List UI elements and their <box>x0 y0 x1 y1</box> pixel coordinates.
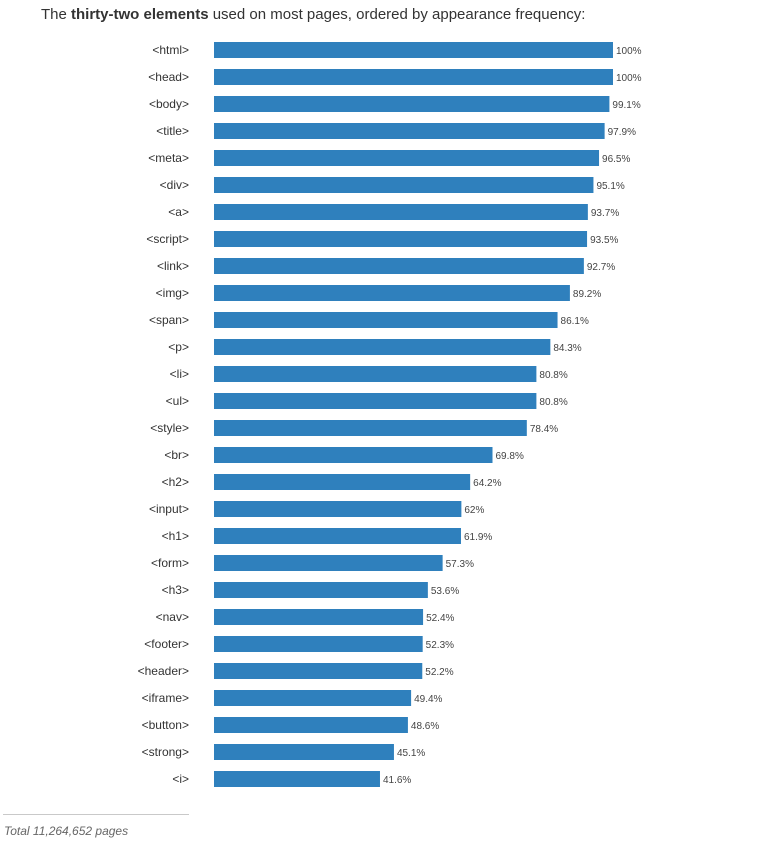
category-label-11: <span> <box>149 313 189 327</box>
category-label-01: <html> <box>152 43 189 57</box>
bar-09 <box>214 258 584 274</box>
heading-emphasis: thirty-two elements <box>71 6 209 23</box>
bar-19 <box>214 528 461 544</box>
bar-16 <box>214 447 493 463</box>
value-label-08: 93.5% <box>590 235 618 246</box>
category-label-20: <form> <box>151 556 189 570</box>
value-label-28: 41.6% <box>383 775 411 786</box>
value-label-24: 52.2% <box>425 667 453 678</box>
bar-11 <box>214 312 558 328</box>
category-label-28: <i> <box>172 772 189 786</box>
category-label-06: <div> <box>160 178 189 192</box>
bar-28 <box>214 771 380 787</box>
total-pages-note: Total 11,264,652 pages <box>4 824 129 838</box>
category-label-03: <body> <box>149 97 189 111</box>
value-label-04: 97.9% <box>608 127 636 138</box>
category-label-05: <meta> <box>148 151 189 165</box>
category-label-27: <strong> <box>142 745 189 759</box>
value-label-05: 96.5% <box>602 154 630 165</box>
bar-17 <box>214 474 471 490</box>
bar-07 <box>214 204 588 220</box>
value-label-22: 52.4% <box>426 613 454 624</box>
bar-27 <box>214 744 394 760</box>
heading-suffix: used on most pages, ordered by appearanc… <box>208 6 586 23</box>
bar-24 <box>214 663 423 679</box>
value-label-12: 84.3% <box>553 343 581 354</box>
bar-02 <box>214 69 613 85</box>
value-label-25: 49.4% <box>414 694 442 705</box>
value-label-15: 78.4% <box>530 424 558 435</box>
bar-20 <box>214 555 443 571</box>
chart-heading: The thirty-two elements used on most pag… <box>41 6 585 23</box>
category-label-26: <button> <box>142 718 189 732</box>
footer-divider <box>3 814 189 815</box>
value-label-10: 89.2% <box>573 289 601 300</box>
bar-12 <box>214 339 551 355</box>
value-label-23: 52.3% <box>426 640 454 651</box>
value-label-11: 86.1% <box>561 316 589 327</box>
value-label-26: 48.6% <box>411 721 439 732</box>
category-label-18: <input> <box>149 502 189 516</box>
value-label-21: 53.6% <box>431 586 459 597</box>
category-label-17: <h2> <box>162 475 189 489</box>
category-label-21: <h3> <box>162 583 189 597</box>
heading-prefix: The <box>41 6 72 23</box>
value-label-03: 99.1% <box>612 100 640 111</box>
bar-21 <box>214 582 428 598</box>
category-label-08: <script> <box>146 232 189 246</box>
value-label-16: 69.8% <box>496 451 524 462</box>
category-label-02: <head> <box>148 70 189 84</box>
bar-14 <box>214 393 537 409</box>
bar-10 <box>214 285 570 301</box>
bar-08 <box>214 231 588 247</box>
bar-22 <box>214 609 424 625</box>
bar-01 <box>214 42 613 58</box>
category-label-12: <p> <box>168 340 189 354</box>
category-label-24: <header> <box>138 664 189 678</box>
category-label-10: <img> <box>156 286 189 300</box>
category-label-15: <style> <box>150 421 189 435</box>
bar-18 <box>214 501 462 517</box>
bar-23 <box>214 636 423 652</box>
bar-25 <box>214 690 412 706</box>
bar-03 <box>214 96 610 112</box>
category-label-23: <footer> <box>144 637 189 651</box>
value-label-02: 100% <box>616 73 642 84</box>
value-label-18: 62% <box>464 505 484 516</box>
value-label-01: 100% <box>616 46 642 57</box>
value-label-13: 80.8% <box>539 370 567 381</box>
bar-15 <box>214 420 527 436</box>
category-label-19: <h1> <box>162 529 189 543</box>
category-label-07: <a> <box>168 205 189 219</box>
bar-13 <box>214 366 537 382</box>
category-label-14: <ul> <box>166 394 189 408</box>
bar-06 <box>214 177 594 193</box>
bar-04 <box>214 123 605 139</box>
bar-05 <box>214 150 600 166</box>
value-label-20: 57.3% <box>446 559 474 570</box>
category-label-09: <link> <box>157 259 189 273</box>
value-label-07: 93.7% <box>591 208 619 219</box>
value-label-14: 80.8% <box>539 397 567 408</box>
value-label-09: 92.7% <box>587 262 615 273</box>
category-label-13: <li> <box>170 367 189 381</box>
value-label-17: 64.2% <box>473 478 501 489</box>
category-label-16: <br> <box>164 448 189 462</box>
bar-26 <box>214 717 408 733</box>
category-label-22: <nav> <box>156 610 189 624</box>
value-label-06: 95.1% <box>596 181 624 192</box>
category-label-04: <title> <box>156 124 189 138</box>
value-label-19: 61.9% <box>464 532 492 543</box>
value-label-27: 45.1% <box>397 748 425 759</box>
category-label-25: <iframe> <box>142 691 189 705</box>
